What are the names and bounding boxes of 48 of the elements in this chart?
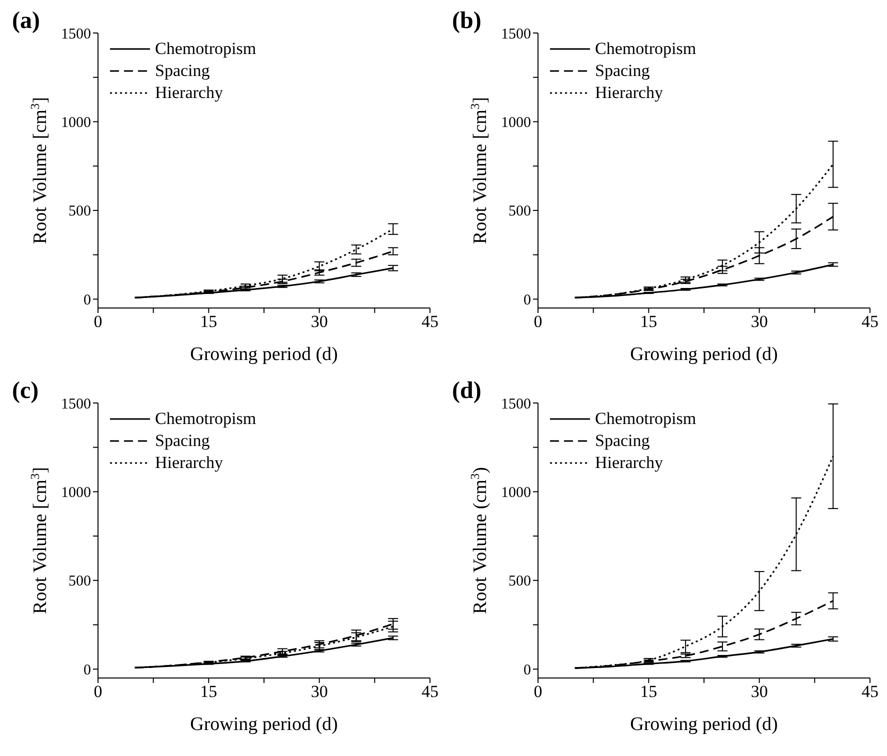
legend-label: Hierarchy: [595, 452, 663, 474]
y-tick-label: 0: [524, 292, 531, 308]
legend-label: Spacing: [155, 430, 210, 452]
chart-title: (a): [12, 8, 40, 35]
y-tick-label: 0: [84, 662, 91, 678]
chart-title: (d): [452, 378, 482, 405]
legend-label: Hierarchy: [155, 82, 223, 104]
x-tick-label: 30: [310, 312, 328, 332]
y-tick-label: 1500: [501, 26, 531, 42]
legend-label: Chemotropism: [155, 38, 256, 60]
y-tick-label: 1500: [61, 396, 91, 412]
x-axis-title: Growing period (d): [190, 344, 338, 365]
x-tick-label: 15: [200, 312, 218, 332]
x-tick-label: 30: [750, 682, 768, 702]
chart-title: (b): [452, 8, 482, 35]
x-tick-label: 30: [750, 312, 768, 332]
x-tick-label: 45: [422, 312, 438, 332]
y-tick-label: 1000: [501, 485, 531, 502]
x-axis-title: Growing period (d): [630, 714, 778, 735]
y-tick-label: 1500: [61, 26, 91, 42]
y-tick-label: 0: [84, 292, 91, 308]
x-tick-label: 15: [640, 682, 658, 702]
y-tick-label: 500: [68, 204, 91, 220]
y-tick-label: 500: [508, 574, 531, 590]
legend-label: Spacing: [595, 60, 650, 82]
legend-label: Hierarchy: [155, 452, 223, 474]
y-tick-label: 500: [68, 574, 91, 590]
chart-title: (c): [12, 378, 39, 405]
x-tick-label: 45: [422, 682, 438, 702]
x-tick-label: 45: [862, 682, 878, 702]
y-tick-label: 1500: [501, 396, 531, 412]
y-tick-label: 1000: [501, 115, 531, 132]
x-axis-title: Growing period (d): [630, 344, 778, 365]
legend-label: Hierarchy: [595, 82, 663, 104]
x-tick-label: 15: [200, 682, 218, 702]
legend-label: Spacing: [595, 430, 650, 452]
x-tick-label: 30: [310, 682, 328, 702]
legend-label: Chemotropism: [155, 408, 256, 430]
legend-label: Spacing: [155, 60, 210, 82]
y-tick-label: 500: [508, 204, 531, 220]
y-tick-label: 1000: [61, 485, 91, 502]
legend-label: Chemotropism: [595, 38, 696, 60]
x-axis-title: Growing period (d): [190, 714, 338, 735]
y-tick-label: 0: [524, 662, 531, 678]
x-tick-label: 15: [640, 312, 658, 332]
y-tick-label: 1000: [61, 115, 91, 132]
x-tick-label: 45: [862, 312, 878, 332]
legend-label: Chemotropism: [595, 408, 696, 430]
